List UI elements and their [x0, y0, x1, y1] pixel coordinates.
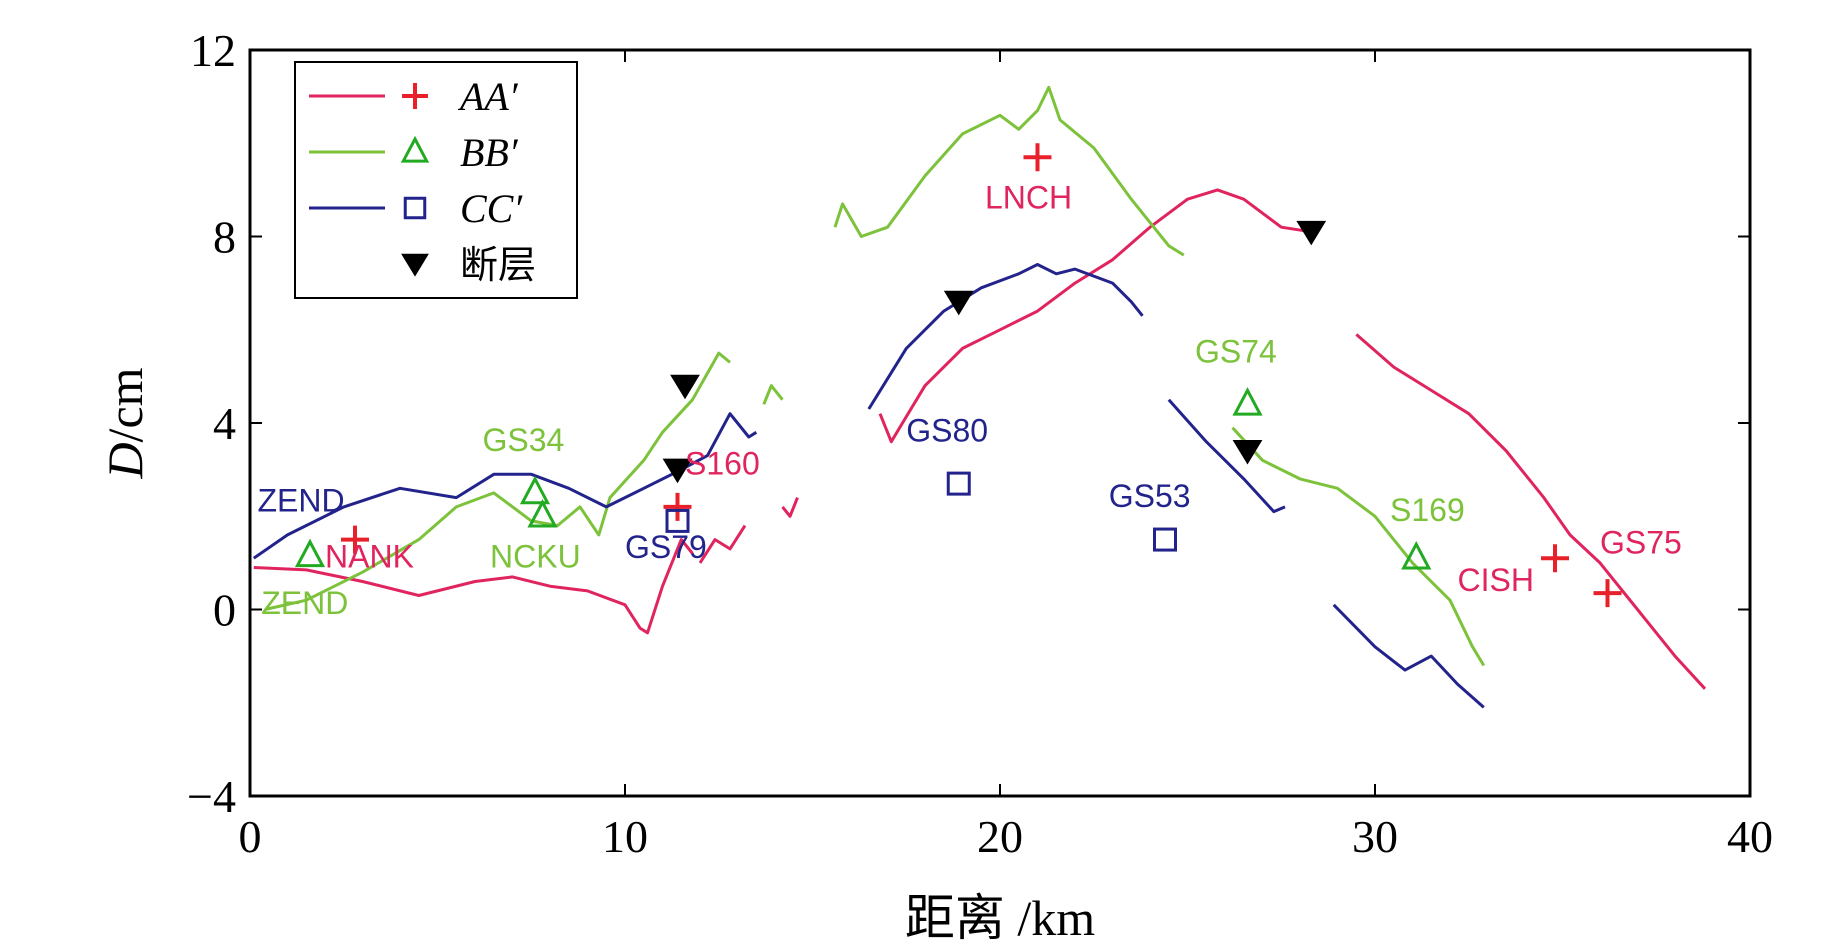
marker-triangle-down-13 [670, 374, 700, 400]
station-label-6: GS79 [625, 529, 707, 565]
x-axis-title: 距离 /km [905, 890, 1095, 945]
series-line-0-segment-0 [253, 538, 694, 635]
y-axis-title-unit: /cm [97, 367, 153, 442]
marker-triangle-down-16 [1296, 220, 1327, 246]
y-tick-label-3: 8 [213, 212, 236, 263]
marker-triangle-down-17 [1232, 439, 1263, 465]
legend: AA′ BB′ CC′ 断层 [294, 61, 578, 299]
station-label-11: S169 [1390, 492, 1465, 528]
marker-square-11 [946, 471, 971, 496]
marker-triangle-down-15 [943, 290, 974, 316]
series-line-0-segment-2 [781, 497, 799, 518]
station-label-1: NANK [325, 539, 414, 575]
marker-triangle-down-14 [662, 458, 693, 484]
y-tick-label-2: 4 [213, 398, 236, 449]
series-line-1-segment-1 [762, 384, 784, 405]
legend-marker-0 [402, 83, 428, 109]
station-label-5: S160 [685, 445, 760, 481]
marker-plus-2 [1023, 143, 1052, 172]
series-line-2-segment-0 [252, 412, 758, 560]
marker-square-12 [1153, 527, 1177, 552]
legend-marker-2 [403, 196, 427, 220]
y-tick-label-4: 12 [190, 25, 236, 76]
station-label-7: LNCH [985, 180, 1072, 216]
marker-plus-0 [341, 525, 369, 554]
marker-plus-1 [663, 492, 692, 521]
marker-square-10 [665, 508, 690, 533]
x-tick-label-0: 0 [239, 811, 262, 862]
marker-triangle-5 [519, 475, 551, 505]
plot-lines [252, 85, 1707, 709]
station-label-13: CISH [1458, 562, 1534, 598]
marker-plus-4 [1593, 579, 1622, 608]
series-line-0-segment-4 [1355, 333, 1707, 690]
station-label-3: GS34 [483, 422, 565, 458]
series-line-1-segment-3 [1231, 426, 1486, 667]
x-tick-label-2: 20 [977, 811, 1023, 862]
station-label-8: GS80 [906, 413, 988, 449]
y-axis-title-var: D [97, 442, 153, 479]
legend-marker-1 [400, 135, 430, 163]
series-line-0-segment-3 [878, 188, 1312, 444]
legend-label-1: BB′ [460, 130, 519, 175]
y-tick-label-1: 0 [213, 585, 236, 636]
x-tick-label-3: 30 [1352, 811, 1398, 862]
legend-label-2: CC′ [460, 186, 523, 231]
plot-markers [294, 143, 1622, 608]
legend-label-3: 断层 [460, 243, 536, 287]
station-label-9: GS74 [1195, 333, 1277, 369]
series-line-2-segment-2 [1167, 398, 1286, 514]
legend-box [294, 61, 578, 299]
x-tick-label-1: 10 [602, 811, 648, 862]
series-line-1-segment-0 [264, 351, 731, 611]
series-line-2-segment-1 [867, 263, 1144, 410]
y-tick-label-0: −4 [187, 771, 236, 822]
marker-triangle-8 [1401, 541, 1432, 570]
station-label-10: GS53 [1109, 478, 1191, 514]
marker-triangle-6 [527, 499, 558, 528]
series-line-1-segment-2 [833, 85, 1185, 257]
station-label-2: ZEND [261, 585, 348, 621]
legend-marker-3 [401, 253, 429, 277]
plot-annotations: ZEND NANK ZEND GS34 NCKU S160 GS79 LNCH GS80 GS74… [258, 180, 1682, 622]
station-label-12: GS75 [1600, 525, 1682, 561]
series-line-2-segment-3 [1332, 603, 1485, 709]
x-tick-label-4: 40 [1727, 811, 1773, 862]
legend-label-0: AA′ [457, 74, 519, 119]
station-label-4: NCKU [490, 539, 581, 575]
marker-triangle-9 [294, 538, 326, 568]
station-label-0: ZEND [258, 483, 345, 519]
marker-plus-3 [1541, 544, 1569, 573]
series-line-0-segment-1 [698, 524, 747, 564]
marker-triangle-7 [1232, 387, 1263, 416]
y-axis-title: D/cm [97, 367, 153, 479]
